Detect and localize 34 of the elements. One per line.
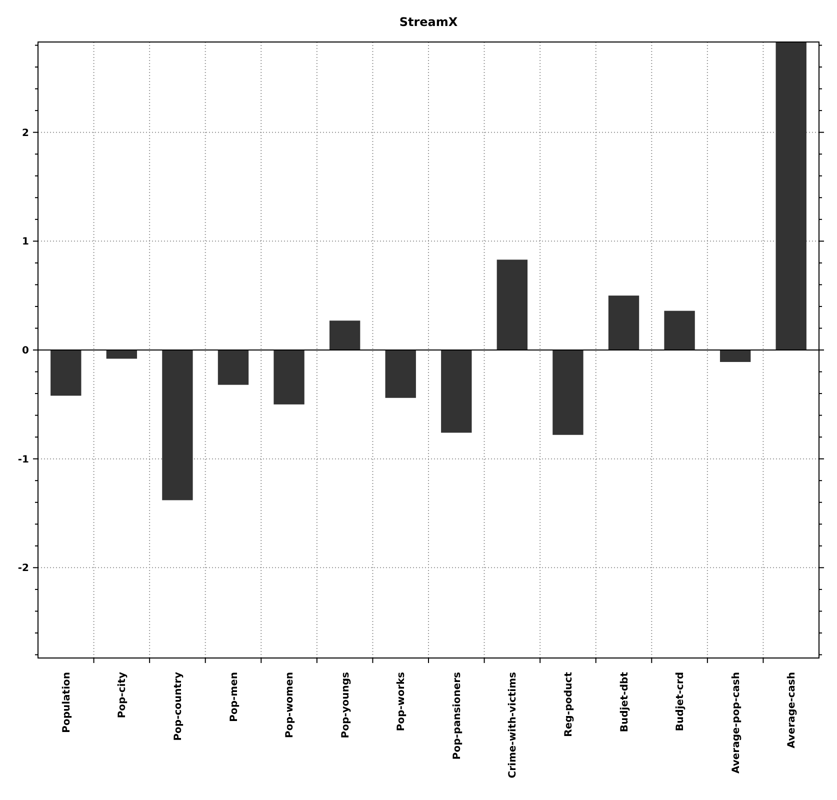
x-tick-label: Average-pop-cash — [730, 672, 742, 774]
x-tick-label: Reg-poduct — [563, 672, 574, 737]
x-tick-label: Population — [61, 672, 72, 733]
x-tick-label: Pop-men — [228, 672, 240, 722]
chart-title: StreamX — [399, 15, 458, 29]
x-tick-label: Pop-country — [172, 672, 184, 741]
bar — [552, 350, 584, 435]
y-tick-label: 2 — [22, 128, 30, 139]
bar — [162, 350, 193, 500]
x-tick-label: Average-cash — [786, 672, 798, 748]
bar — [329, 320, 360, 350]
y-tick-label: -1 — [18, 454, 30, 466]
x-tick-label: Pop-city — [117, 672, 128, 718]
bar — [385, 350, 416, 398]
bar — [106, 350, 138, 359]
bar — [720, 350, 751, 362]
bar — [608, 296, 640, 350]
bar — [274, 350, 304, 404]
bar — [441, 350, 472, 433]
bar — [218, 350, 249, 385]
x-tick-label: Pop-women — [284, 672, 296, 738]
y-tick-label: -2 — [18, 563, 30, 574]
bar — [664, 310, 695, 350]
bar — [496, 260, 528, 350]
bar — [776, 42, 806, 350]
y-tick-label: 0 — [22, 346, 30, 356]
x-tick-label: Pop-works — [396, 672, 408, 732]
x-tick-label: Crime-with-victims — [508, 672, 519, 778]
x-tick-label: Pop-youngs — [340, 672, 352, 738]
x-tick-label: Budjet-dbt — [619, 672, 630, 732]
y-tick-label: 1 — [22, 236, 30, 248]
x-tick-label: Pop-pansioners — [452, 672, 463, 760]
bar — [50, 350, 82, 396]
x-tick-label: Budjet-crd — [675, 672, 686, 732]
